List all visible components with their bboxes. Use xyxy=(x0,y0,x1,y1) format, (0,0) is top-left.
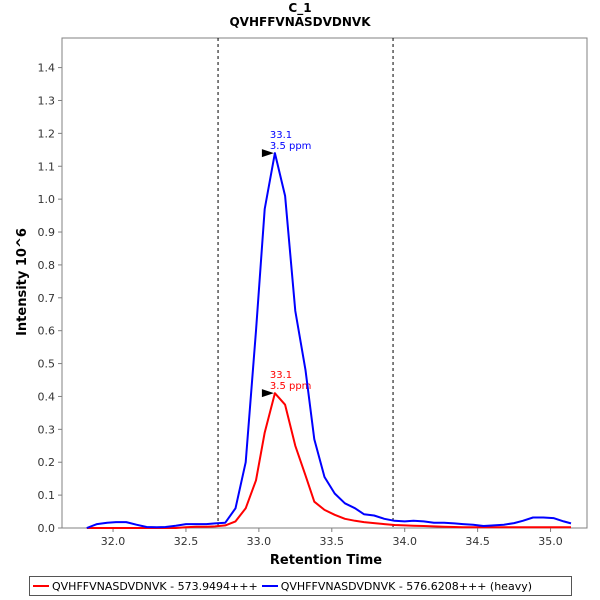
y-tick-label: 0.2 xyxy=(38,456,56,469)
y-tick-label: 0.5 xyxy=(38,358,56,371)
legend-label-heavy: QVHFFVNASDVDNVK - 576.6208+++ (heavy) xyxy=(280,579,533,593)
y-tick-label: 1.1 xyxy=(38,160,56,173)
x-tick-label: 32.5 xyxy=(174,535,199,548)
peak-rt-label: 33.1 xyxy=(270,370,292,381)
x-tick-label: 33.5 xyxy=(320,535,345,548)
y-tick-label: 0.7 xyxy=(38,292,56,305)
legend-item-heavy: QVHFFVNASDVDNVK - 576.6208+++ (heavy) xyxy=(261,579,533,593)
y-tick-label: 0.3 xyxy=(38,423,56,436)
y-tick-label: 0.4 xyxy=(38,390,56,403)
x-axis-label: Retention Time xyxy=(270,553,382,568)
x-tick-label: 34.5 xyxy=(465,535,490,548)
x-tick-label: 34.0 xyxy=(392,535,417,548)
y-tick-label: 1.3 xyxy=(38,94,56,107)
y-tick-label: 0.0 xyxy=(38,522,56,535)
y-tick-label: 0.6 xyxy=(38,325,56,338)
peak-ppm-label: 3.5 ppm xyxy=(270,381,312,392)
x-tick-label: 35.0 xyxy=(538,535,563,548)
x-tick-label: 33.0 xyxy=(247,535,272,548)
y-tick-label: 1.4 xyxy=(38,62,56,75)
y-tick-label: 1.2 xyxy=(38,127,56,140)
peak-arrow-marker xyxy=(261,149,274,158)
x-tick-label: 32.0 xyxy=(101,535,126,548)
y-tick-label: 0.9 xyxy=(38,226,56,239)
y-tick-label: 1.0 xyxy=(38,193,56,206)
y-tick-label: 0.1 xyxy=(38,489,56,502)
chart-title: C_1 xyxy=(288,1,312,15)
peak-ppm-label: 3.5 ppm xyxy=(270,141,312,152)
legend: QVHFFVNASDVDNVK - 573.9494+++ QVHFFVNASD… xyxy=(29,576,572,596)
y-tick-label: 0.8 xyxy=(38,259,56,272)
legend-swatch-heavy xyxy=(261,585,278,587)
peak-rt-label: 33.1 xyxy=(270,130,292,141)
chart-subtitle: QVHFFVNASDVDNVK xyxy=(229,15,371,29)
y-axis-label: Intensity 10^6 xyxy=(15,228,30,336)
plot-frame xyxy=(61,37,588,529)
legend-swatch-light xyxy=(33,585,49,587)
series-line-light xyxy=(86,392,571,529)
legend-label-light: QVHFFVNASDVDNVK - 573.9494+++ xyxy=(52,579,258,593)
title-block: C_1 QVHFFVNASDVDNVK xyxy=(0,0,600,29)
chromatogram-plot: Intensity 10^6 Retention Time 0.0 0.1 0.2 0… xyxy=(15,37,588,568)
series-line-heavy xyxy=(86,152,572,529)
peak-arrow-marker xyxy=(261,389,274,398)
legend-item-light: QVHFFVNASDVDNVK - 573.9494+++ xyxy=(33,580,258,593)
